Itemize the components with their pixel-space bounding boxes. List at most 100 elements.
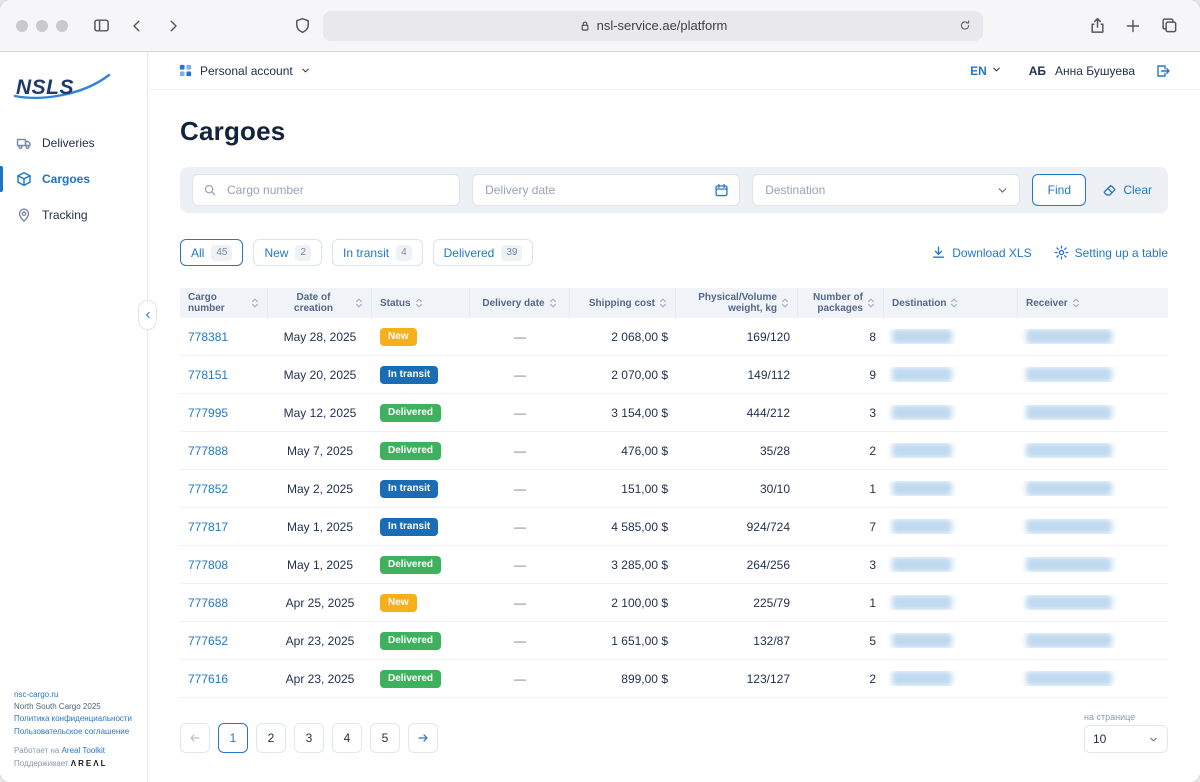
column-header-cargo-number[interactable]: Cargo number — [180, 288, 268, 318]
cargo-number-link[interactable]: 777616 — [188, 671, 229, 686]
shipping-cost-cell: 2 068,00 $ — [611, 329, 668, 344]
per-page-select[interactable]: 10 — [1084, 725, 1168, 753]
sort-icon — [355, 297, 363, 309]
shipping-cost-cell: 2 070,00 $ — [611, 367, 668, 382]
column-header-physical-volume-weight-kg[interactable]: Physical/Volume weight, kg — [676, 288, 798, 318]
page-button-2[interactable]: 2 — [256, 723, 286, 753]
window-zoom-button[interactable] — [56, 19, 68, 32]
clear-button[interactable]: Clear — [1098, 183, 1156, 198]
tab-label: In transit — [343, 245, 390, 260]
creation-date-cell: Apr 23, 2025 — [285, 633, 355, 648]
column-header-label: Shipping cost — [588, 297, 655, 309]
receiver-redacted — [1026, 405, 1112, 420]
packages-cell: 3 — [869, 557, 876, 572]
prev-page-button[interactable] — [180, 723, 210, 753]
delivery-date-cell: — — [514, 557, 526, 572]
truck-icon — [16, 135, 32, 151]
cargo-number-input[interactable] — [225, 182, 450, 198]
table-row: 777995 May 12, 2025 Delivered — 3 154,00 $ 44… — [180, 394, 1168, 432]
tab-delivered[interactable]: Delivered 39 — [432, 239, 534, 266]
table-settings-button[interactable]: Setting up a table — [1054, 245, 1168, 260]
packages-cell: 2 — [869, 443, 876, 458]
site-link[interactable]: nsc-cargo.ru — [14, 689, 59, 699]
creation-date-cell: May 20, 2025 — [283, 367, 357, 382]
cargo-number-link[interactable]: 777852 — [188, 481, 229, 496]
column-header-receiver[interactable]: Receiver — [1018, 288, 1168, 318]
destination-redacted — [892, 671, 952, 686]
tab-in-transit[interactable]: In transit 4 — [332, 239, 423, 266]
cargo-number-link[interactable]: 777817 — [188, 519, 229, 534]
cargo-number-link[interactable]: 778151 — [188, 367, 229, 382]
terms-link[interactable]: Пользовательское соглашение — [14, 726, 130, 736]
app-header: Personal account EN АБ Анна Бушуева — [148, 52, 1200, 90]
share-button[interactable] — [1082, 13, 1112, 39]
address-bar[interactable]: nsl-service.ae/platform — [323, 10, 983, 41]
find-button[interactable]: Find — [1032, 174, 1087, 206]
back-button[interactable] — [122, 13, 152, 39]
status-badge: New — [380, 327, 417, 346]
sidebar-item-deliveries[interactable]: Deliveries — [0, 125, 147, 161]
next-page-button[interactable] — [408, 723, 438, 753]
receiver-redacted — [1026, 519, 1112, 534]
destination-field[interactable] — [752, 174, 1021, 206]
sort-icon — [1072, 297, 1080, 309]
delivery-date-field[interactable] — [472, 174, 741, 206]
delivery-date-cell: — — [514, 405, 526, 420]
sidebar-item-label: Deliveries — [42, 136, 95, 150]
delivery-date-input[interactable] — [483, 182, 707, 198]
column-header-destination[interactable]: Destination — [884, 288, 1018, 318]
sidebar-toggle-button[interactable] — [86, 13, 116, 39]
page-button-1[interactable]: 1 — [218, 723, 248, 753]
sort-icon — [781, 297, 789, 309]
delivery-date-cell: — — [514, 481, 526, 496]
tab-overview-button[interactable] — [1154, 13, 1184, 39]
privacy-policy-link[interactable]: Политика конфиденциальности — [14, 714, 133, 724]
receiver-redacted — [1026, 443, 1112, 458]
delivery-date-cell: — — [514, 329, 526, 344]
window-controls — [16, 19, 68, 32]
tab-new[interactable]: New 2 — [253, 239, 323, 266]
status-badge: Delivered — [380, 669, 442, 688]
page-button-4[interactable]: 4 — [332, 723, 362, 753]
tab-all[interactable]: All 45 — [180, 239, 244, 266]
reload-button[interactable] — [953, 14, 977, 38]
sidebar-item-tracking[interactable]: Tracking — [0, 197, 147, 233]
column-header-delivery-date[interactable]: Delivery date — [470, 288, 570, 318]
destination-input[interactable] — [763, 182, 989, 198]
cargo-number-link[interactable]: 777995 — [188, 405, 229, 420]
cargo-number-link[interactable]: 777652 — [188, 633, 229, 648]
column-header-shipping-cost[interactable]: Shipping cost — [570, 288, 676, 318]
cargo-number-field[interactable] — [192, 174, 461, 206]
cargo-number-link[interactable]: 778381 — [188, 329, 229, 344]
language-selector[interactable]: EN — [964, 63, 1008, 79]
download-xls-button[interactable]: Download XLS — [931, 245, 1032, 260]
privacy-shield-button[interactable] — [287, 13, 317, 39]
sort-icon — [659, 297, 667, 309]
account-menu-button[interactable]: Personal account — [172, 62, 317, 79]
forward-button[interactable] — [158, 13, 188, 39]
page-title: Cargoes — [180, 116, 286, 146]
page-button-3[interactable]: 3 — [294, 723, 324, 753]
cargo-number-link[interactable]: 777808 — [188, 557, 229, 572]
column-header-date-of-creation[interactable]: Date of creation — [268, 288, 372, 318]
logout-button[interactable] — [1150, 58, 1176, 84]
window-minimize-button[interactable] — [36, 19, 48, 32]
delivery-date-cell: — — [514, 595, 526, 610]
new-tab-button[interactable] — [1118, 13, 1148, 39]
cargo-number-link[interactable]: 777688 — [188, 595, 229, 610]
arrow-left-icon — [190, 734, 200, 742]
tab-label: All — [191, 245, 205, 260]
column-header-status[interactable]: Status — [372, 288, 470, 318]
page-button-5[interactable]: 5 — [370, 723, 400, 753]
app-logo[interactable]: NSLS — [0, 52, 147, 113]
column-header-label: Cargo number — [188, 292, 225, 314]
sidebar-collapse-handle[interactable] — [138, 300, 157, 330]
gear-icon — [1054, 245, 1069, 260]
areal-toolkit-link[interactable]: Areal Toolkit — [61, 746, 106, 756]
column-header-number-of-packages[interactable]: Number of packages — [798, 288, 884, 318]
column-header-label: Status — [380, 297, 411, 309]
cargo-number-link[interactable]: 777888 — [188, 443, 229, 458]
sidebar-item-cargoes[interactable]: Cargoes — [0, 161, 147, 197]
window-close-button[interactable] — [16, 19, 28, 32]
